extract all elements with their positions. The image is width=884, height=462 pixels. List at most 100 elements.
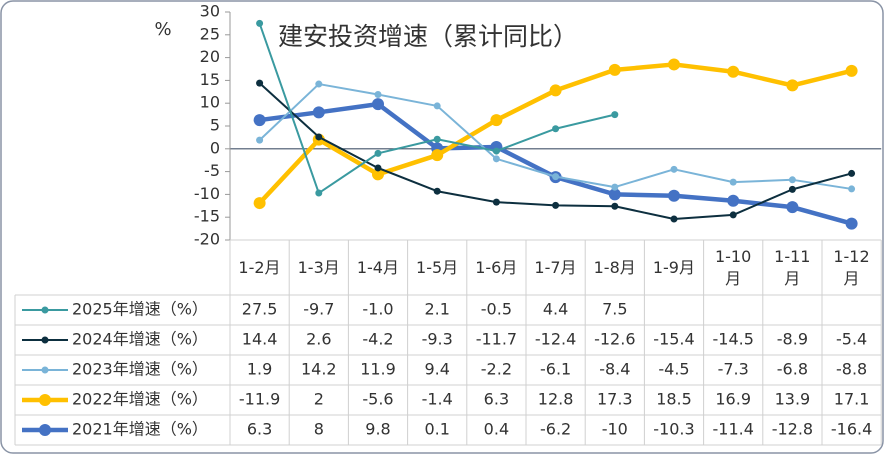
point (315, 80, 323, 88)
point (490, 114, 503, 127)
point (552, 201, 560, 209)
table-value: 12.8 (538, 390, 574, 409)
table-value: -11.9 (239, 390, 280, 409)
category-text: 1-3月 (297, 257, 340, 277)
point (729, 178, 737, 186)
point (552, 173, 560, 181)
point (315, 189, 323, 197)
table-value: 13.9 (775, 390, 811, 409)
point (845, 217, 858, 230)
category-text: 1-9月 (652, 257, 695, 277)
legend-label: 2023年增速（%） (72, 360, 208, 379)
table-value: 6.3 (484, 390, 509, 409)
chart-title: 建安投资增速（累计同比） (278, 22, 578, 51)
x-tick-label: 1-6月 (467, 240, 526, 295)
y-tick-label: 5 (210, 116, 220, 135)
table-value: -14.5 (712, 330, 753, 349)
table-value: 0.1 (424, 420, 449, 439)
legend-marker (39, 394, 51, 406)
y-tick-label: 15 (200, 70, 220, 89)
point (729, 211, 737, 219)
table-value: 16.9 (715, 390, 751, 409)
table-value: -10.3 (653, 420, 694, 439)
table-value: -4.5 (658, 360, 689, 379)
y-tick-label: 25 (200, 24, 220, 43)
point (256, 79, 264, 87)
table-value: 18.5 (656, 390, 692, 409)
table-value: 17.3 (597, 390, 633, 409)
x-tick-label: 1-12月 (822, 240, 881, 295)
x-tick-label: 1-11月 (763, 240, 822, 295)
table-value: 7.5 (602, 300, 627, 319)
point (788, 176, 796, 184)
x-tick-label: 1-8月 (585, 240, 644, 295)
category-text: 1-7月 (534, 257, 577, 277)
table-value: -6.2 (540, 420, 571, 439)
x-tick-label: 1-2月 (230, 240, 289, 295)
table-value: -8.8 (836, 360, 867, 379)
table-value: -11.7 (476, 330, 517, 349)
table-value: -5.4 (836, 330, 867, 349)
point (374, 149, 382, 157)
legend-marker (41, 336, 49, 344)
category-text: 1-6月 (475, 257, 518, 277)
y-tick-label: 10 (200, 93, 220, 112)
table-value: -8.4 (599, 360, 630, 379)
legend-marker (41, 306, 49, 314)
legend-marker (39, 424, 51, 436)
point (848, 185, 856, 193)
point (431, 149, 444, 162)
table-value: -15.4 (653, 330, 694, 349)
point (374, 164, 382, 172)
table-value: 2.6 (306, 330, 331, 349)
table-value: -12.4 (535, 330, 576, 349)
category-text: 1-10月 (714, 246, 752, 288)
x-tick-label: 1-4月 (348, 240, 407, 295)
category-text: 1-4月 (356, 257, 399, 277)
point (372, 168, 384, 181)
point (611, 183, 619, 191)
y-tick-label: 30 (200, 2, 220, 21)
y-tick-label: -15 (194, 207, 220, 226)
category-text: 1-2月 (238, 257, 281, 277)
table-value: 11.9 (360, 360, 396, 379)
point (845, 64, 858, 77)
table-value: 17.1 (834, 390, 870, 409)
x-tick-label: 1-10月 (704, 240, 763, 295)
table-value: 1.9 (247, 360, 272, 379)
point (492, 147, 500, 155)
point (727, 65, 740, 78)
x-tick-label: 1-5月 (408, 240, 467, 295)
table-value: 6.3 (247, 420, 272, 439)
table-value: -11.4 (712, 420, 753, 439)
point (848, 169, 856, 177)
table-value: 9.8 (365, 420, 390, 439)
table-value: -12.8 (772, 420, 813, 439)
table-value: -2.2 (481, 360, 512, 379)
x-tick-label: 1-3月 (289, 240, 348, 295)
point (256, 136, 264, 144)
table-value: -5.6 (362, 390, 393, 409)
y-tick-label: -5 (204, 161, 220, 180)
table-value: -1.4 (422, 390, 453, 409)
point (549, 84, 562, 97)
table-value: 14.2 (301, 360, 337, 379)
x-tick-label: 1-7月 (526, 240, 585, 295)
point (253, 114, 266, 127)
legend-label: 2022年增速（%） (72, 390, 208, 409)
table-value: -1.0 (362, 300, 393, 319)
category-text: 1-5月 (416, 257, 459, 277)
y-tick-label: 20 (200, 47, 220, 66)
legend-label: 2021年增速（%） (72, 420, 208, 439)
y-tick-label: 0 (210, 138, 220, 157)
point (786, 201, 799, 214)
y-tick-label: -10 (194, 184, 220, 203)
point (433, 102, 441, 110)
point (315, 133, 323, 141)
category-text: 1-11月 (774, 246, 811, 288)
point (312, 106, 325, 119)
table-value: -6.8 (777, 360, 808, 379)
point (492, 155, 500, 163)
